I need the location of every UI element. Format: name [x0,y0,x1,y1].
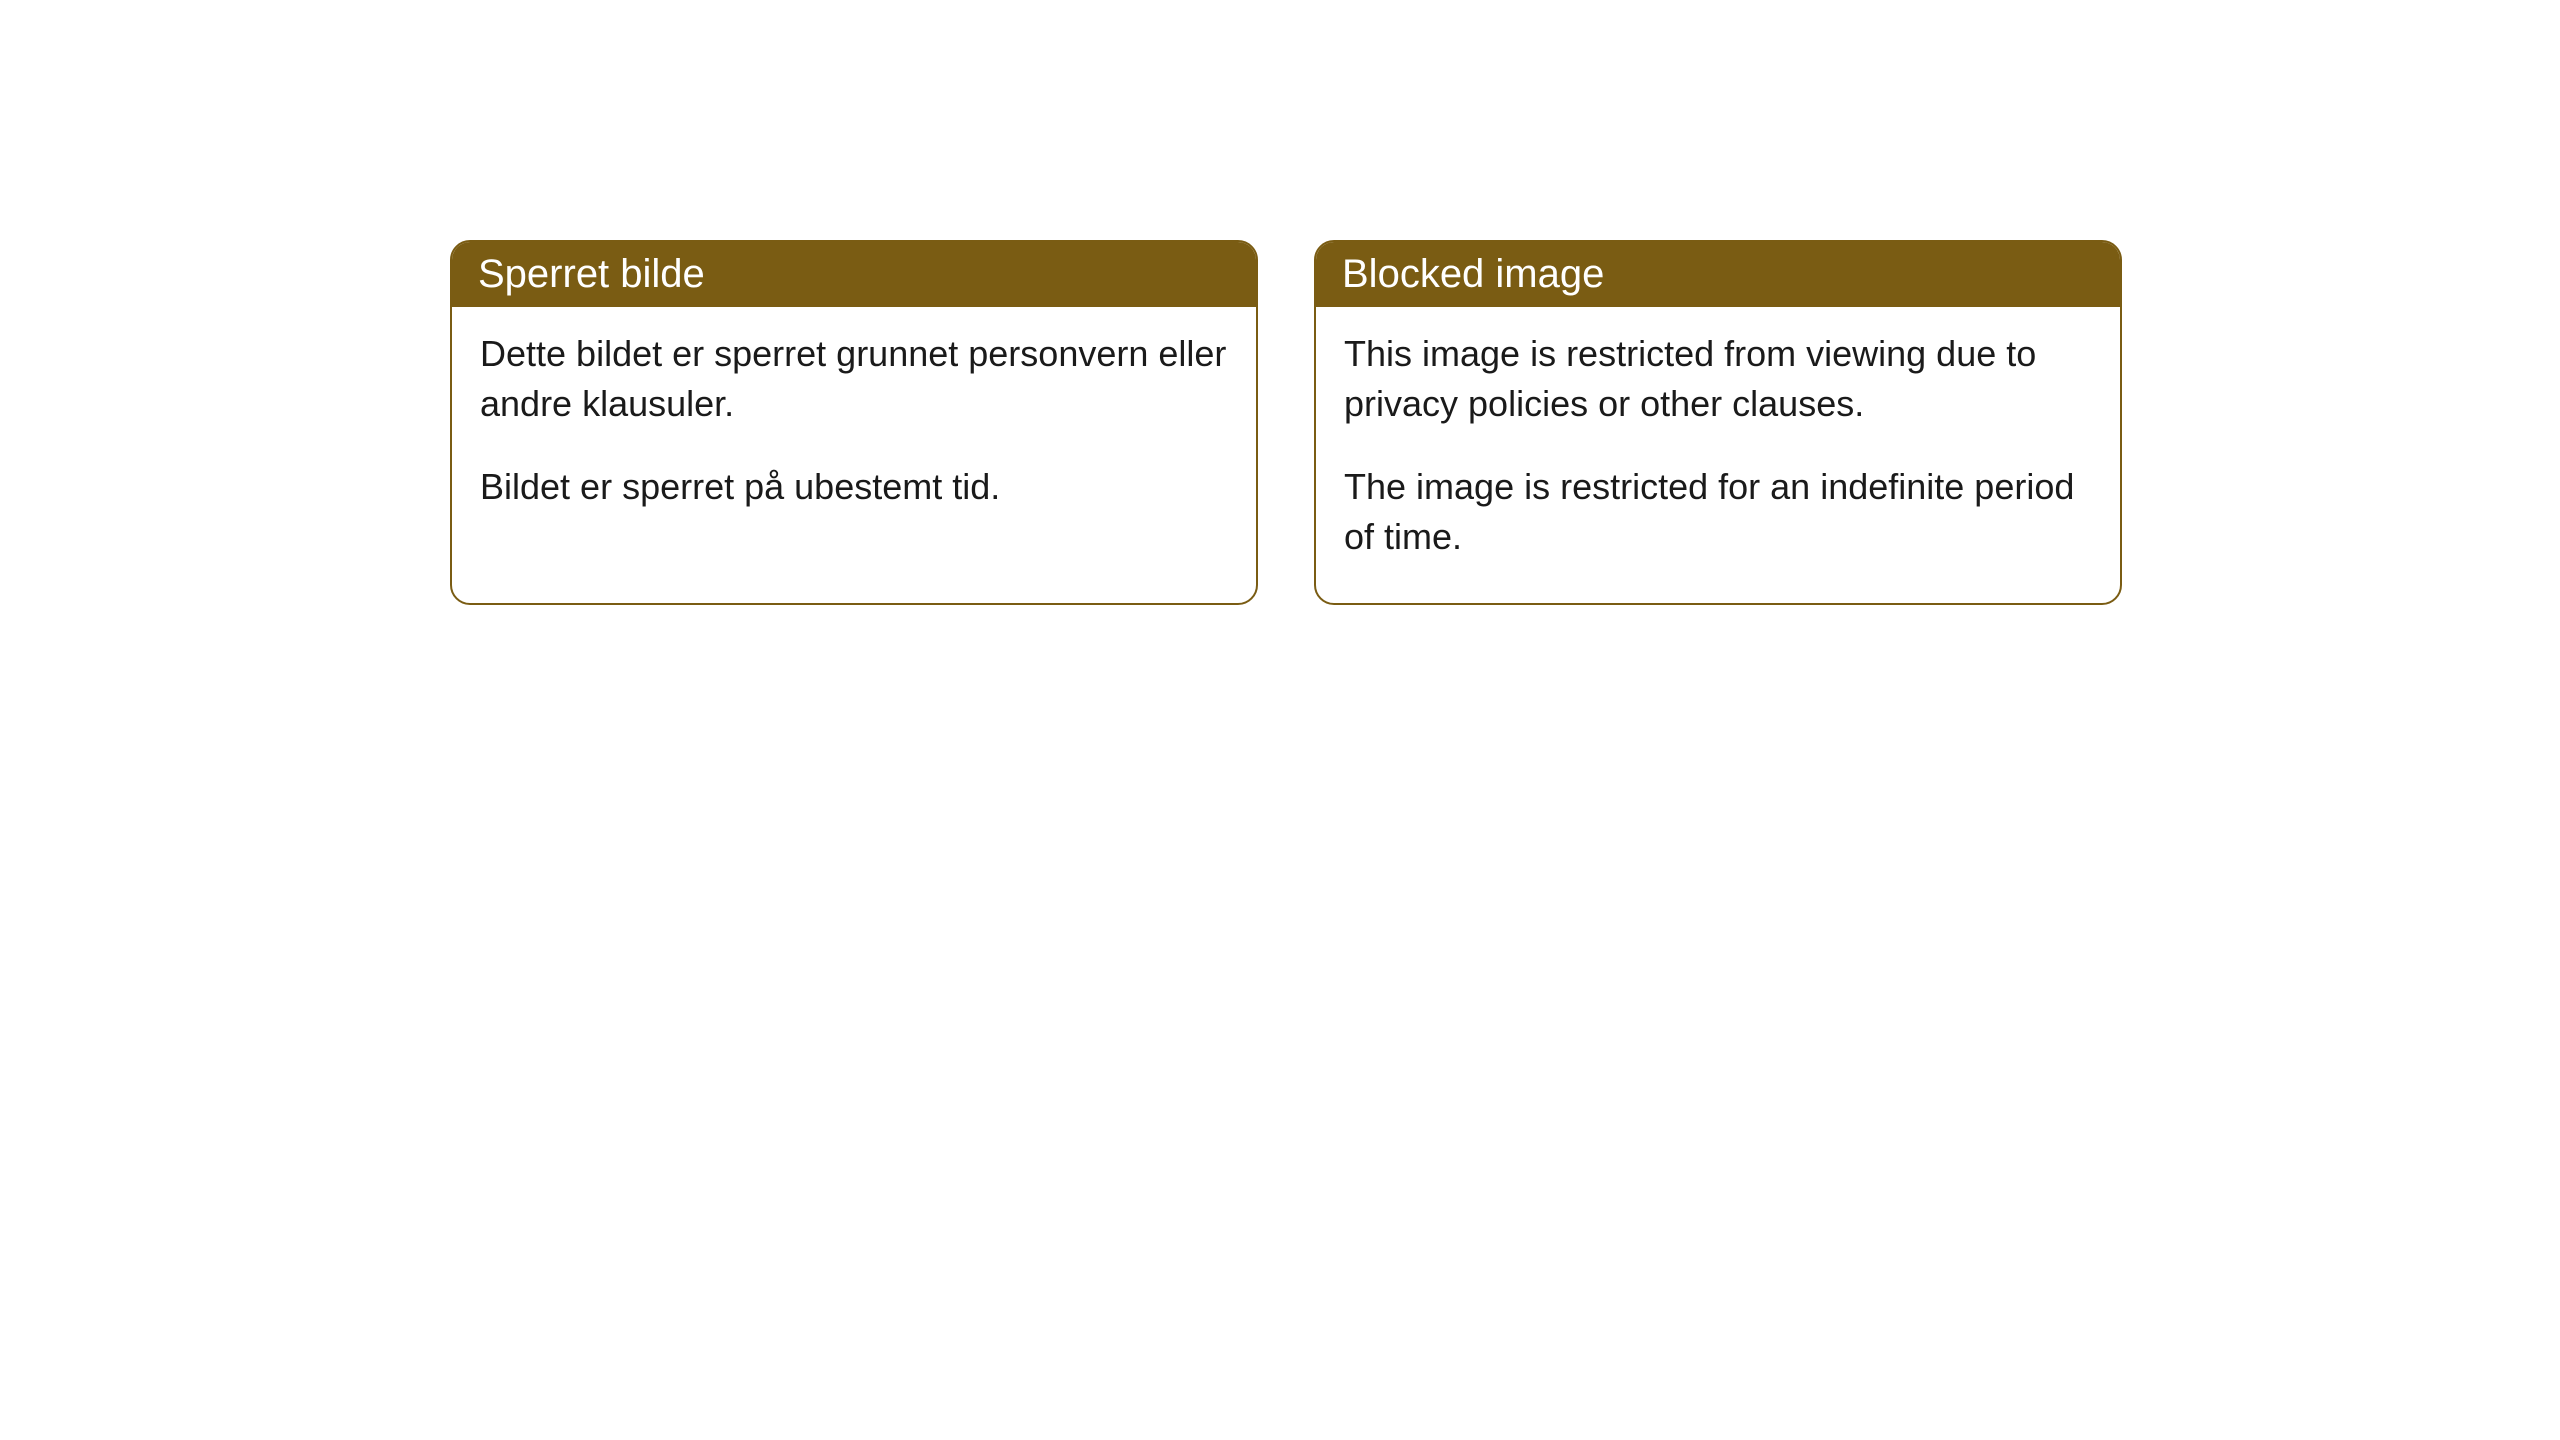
card-paragraph-1-english: This image is restricted from viewing du… [1344,329,2092,430]
card-header-norwegian: Sperret bilde [452,242,1256,307]
cards-container: Sperret bilde Dette bildet er sperret gr… [450,240,2122,605]
card-paragraph-2-english: The image is restricted for an indefinit… [1344,462,2092,563]
blocked-image-card-norwegian: Sperret bilde Dette bildet er sperret gr… [450,240,1258,605]
card-paragraph-2-norwegian: Bildet er sperret på ubestemt tid. [480,462,1228,512]
card-body-norwegian: Dette bildet er sperret grunnet personve… [452,307,1256,552]
card-body-english: This image is restricted from viewing du… [1316,307,2120,603]
card-title-norwegian: Sperret bilde [478,252,705,296]
card-title-english: Blocked image [1342,252,1604,296]
card-header-english: Blocked image [1316,242,2120,307]
card-paragraph-1-norwegian: Dette bildet er sperret grunnet personve… [480,329,1228,430]
blocked-image-card-english: Blocked image This image is restricted f… [1314,240,2122,605]
